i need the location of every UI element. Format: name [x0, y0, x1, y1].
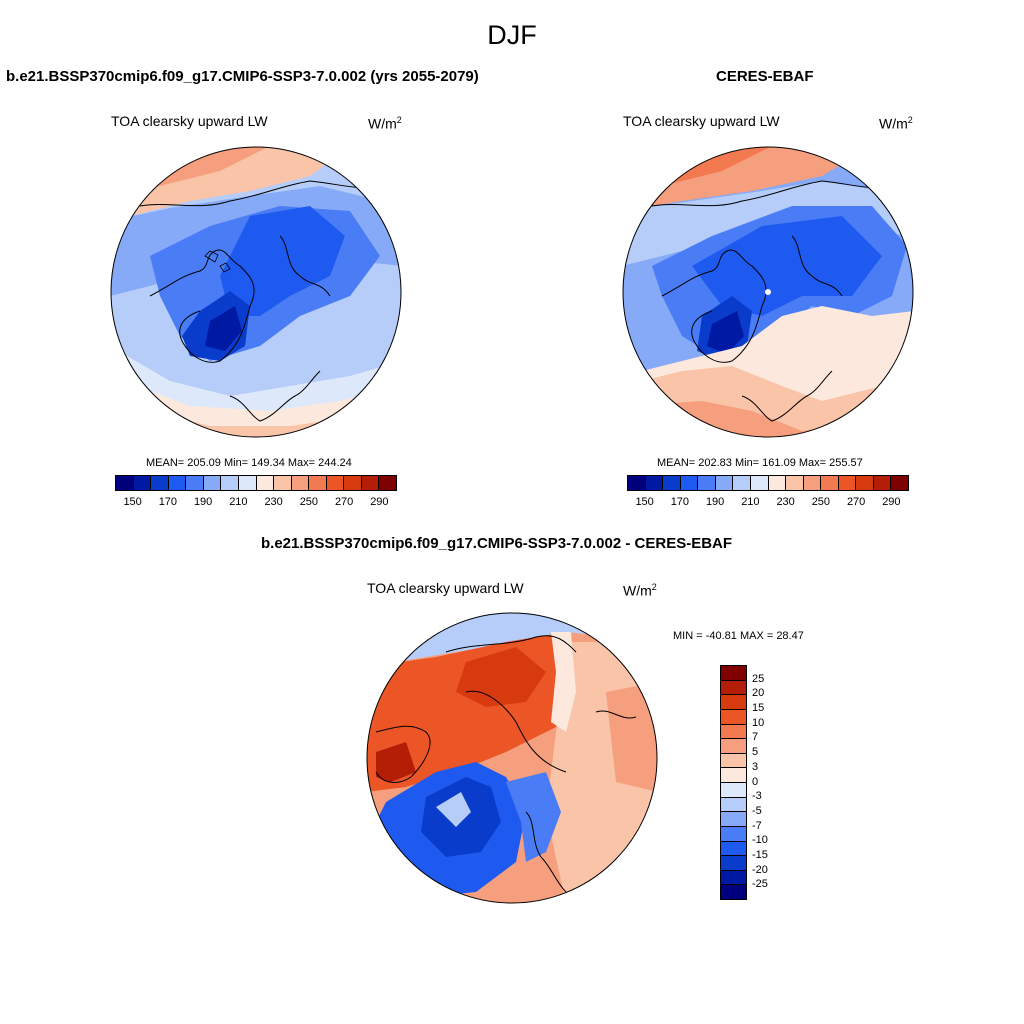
- colorbar-tick-label: 270: [334, 496, 354, 508]
- colorbar-tick-label: 230: [264, 496, 283, 508]
- colorbar-tick-label: 170: [158, 496, 178, 508]
- colorbar-swatch: [721, 695, 746, 710]
- colorbar-swatch: [274, 476, 292, 490]
- colorbar-tick-label: -3: [752, 790, 762, 803]
- colorbar-tick-label: 210: [229, 496, 248, 508]
- season-title: DJF: [487, 20, 537, 50]
- colorbar-swatch: [203, 476, 222, 490]
- colorbar-swatch: [291, 476, 310, 490]
- model-polar-map: [110, 146, 402, 438]
- colorbar-tick-label: 230: [776, 496, 795, 508]
- colorbar-tick-label: 20: [752, 687, 765, 700]
- obs-polar-map: [622, 146, 914, 438]
- colorbar-tick-label: 25: [752, 672, 765, 685]
- colorbar-swatch: [680, 476, 699, 490]
- diff-panel-title: b.e21.BSSP370cmip6.f09_g17.CMIP6-SSP3-7.…: [261, 535, 733, 552]
- colorbar-swatch: [721, 709, 746, 725]
- colorbar-tick-label: 0: [752, 775, 759, 788]
- colorbar-swatch: [721, 680, 746, 696]
- colorbar-swatch: [698, 476, 716, 490]
- colorbar-swatch: [821, 476, 839, 490]
- colorbar-swatch: [721, 797, 746, 813]
- colorbar-swatch: [721, 856, 746, 871]
- colorbar-swatch: [379, 476, 396, 490]
- colorbar-swatch: [645, 476, 664, 490]
- colorbar-tick-label: -25: [752, 878, 768, 891]
- obs-variable-label: TOA clearsky upward LW: [623, 113, 780, 129]
- colorbar-tick-label: 5: [752, 746, 759, 759]
- colorbar-swatch: [721, 870, 746, 886]
- diff-polar-map: [366, 612, 658, 904]
- colorbar-swatch: [721, 885, 746, 899]
- colorbar-tick-label: 190: [193, 496, 213, 508]
- colorbar-tick-label: 250: [299, 496, 319, 508]
- colorbar-swatch: [721, 724, 746, 740]
- obs-panel-title: CERES-EBAF: [716, 68, 814, 85]
- colorbar-swatch: [344, 476, 362, 490]
- colorbar-swatch: [326, 476, 345, 490]
- colorbar-swatch: [361, 476, 380, 490]
- colorbar-tick-label: 270: [846, 496, 866, 508]
- colorbar-tick-label: -7: [752, 819, 762, 832]
- colorbar-swatch: [721, 812, 746, 827]
- diff-colorbar: [720, 665, 747, 900]
- colorbar-swatch: [721, 739, 746, 754]
- colorbar-swatch: [721, 783, 746, 798]
- model-units: W/m2: [368, 115, 402, 132]
- colorbar-tick-label: 190: [705, 496, 725, 508]
- colorbar-tick-label: 3: [752, 760, 759, 773]
- colorbar-tick-label: 150: [635, 496, 654, 508]
- colorbar-tick-label: 250: [811, 496, 831, 508]
- colorbar-swatch: [168, 476, 187, 490]
- colorbar-swatch: [186, 476, 204, 490]
- diff-stats: MIN = -40.81 MAX = 28.47: [673, 630, 804, 642]
- colorbar-tick-label: -15: [752, 848, 768, 861]
- colorbar-swatch: [768, 476, 787, 490]
- colorbar-swatch: [721, 768, 746, 783]
- colorbar-swatch: [721, 753, 746, 769]
- model-panel-title: b.e21.BSSP370cmip6.f09_g17.CMIP6-SSP3-7.…: [6, 68, 479, 85]
- colorbar-swatch: [256, 476, 275, 490]
- model-variable-label: TOA clearsky upward LW: [111, 113, 268, 129]
- colorbar-tick-label: 210: [741, 496, 760, 508]
- colorbar-tick-label: -5: [752, 804, 762, 817]
- colorbar-tick-label: -20: [752, 863, 768, 876]
- colorbar-swatch: [309, 476, 327, 490]
- colorbar-swatch: [750, 476, 769, 490]
- colorbar-tick-label: 10: [752, 716, 765, 729]
- colorbar-tick-label: 15: [752, 702, 765, 715]
- obs-colorbar: [627, 475, 909, 491]
- colorbar-tick-label: -10: [752, 834, 768, 847]
- colorbar-swatch: [721, 826, 746, 842]
- colorbar-swatch: [133, 476, 152, 490]
- colorbar-swatch: [116, 476, 134, 490]
- colorbar-tick-label: 150: [123, 496, 142, 508]
- obs-units: W/m2: [879, 115, 913, 132]
- diff-variable-label: TOA clearsky upward LW: [367, 580, 524, 596]
- colorbar-swatch: [838, 476, 857, 490]
- colorbar-tick-label: 7: [752, 731, 759, 744]
- colorbar-tick-label: 290: [370, 496, 389, 508]
- colorbar-swatch: [873, 476, 892, 490]
- model-stats: MEAN= 205.09 Min= 149.34 Max= 244.24: [146, 457, 352, 469]
- colorbar-swatch: [151, 476, 169, 490]
- colorbar-swatch: [803, 476, 822, 490]
- colorbar-swatch: [721, 841, 746, 857]
- colorbar-swatch: [221, 476, 239, 490]
- colorbar-swatch: [733, 476, 751, 490]
- obs-stats: MEAN= 202.83 Min= 161.09 Max= 255.57: [657, 457, 863, 469]
- colorbar-swatch: [663, 476, 681, 490]
- colorbar-swatch: [238, 476, 257, 490]
- colorbar-swatch: [891, 476, 908, 490]
- model-colorbar: [115, 475, 397, 491]
- colorbar-tick-label: 170: [670, 496, 690, 508]
- colorbar-swatch: [786, 476, 804, 490]
- diff-units: W/m2: [623, 582, 657, 599]
- colorbar-swatch: [856, 476, 874, 490]
- colorbar-tick-label: 290: [882, 496, 901, 508]
- colorbar-swatch: [721, 666, 746, 681]
- colorbar-swatch: [715, 476, 734, 490]
- colorbar-swatch: [628, 476, 646, 490]
